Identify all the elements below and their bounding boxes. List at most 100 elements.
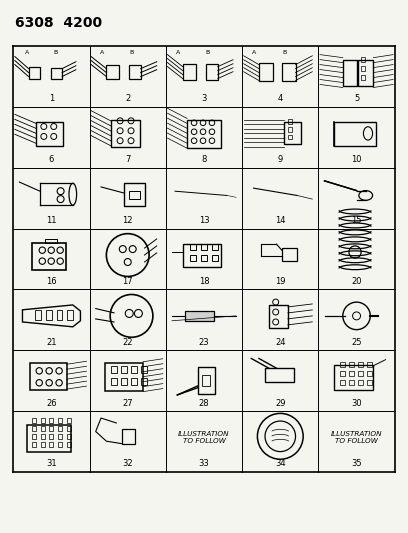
Text: 2: 2 [125,94,130,103]
Bar [358,372,363,376]
Bar [358,380,363,385]
Bar [129,191,140,199]
Text: 19: 19 [275,277,286,286]
Bar [284,123,301,144]
Bar [187,120,221,148]
Text: 4: 4 [278,94,283,103]
Text: 31: 31 [46,459,57,469]
Bar [185,311,214,321]
Bar [334,365,373,390]
Bar [141,378,147,385]
Bar [190,244,196,250]
Bar [129,65,141,79]
Text: 33: 33 [199,459,209,469]
Text: 6: 6 [49,155,54,164]
Text: 25: 25 [351,338,362,347]
Text: A: A [25,50,29,55]
Text: A: A [252,50,257,55]
Text: 35: 35 [351,459,362,469]
Bar [201,255,207,261]
Bar [105,364,143,391]
Bar [131,366,137,373]
Bar [349,372,354,376]
Text: 28: 28 [199,399,209,408]
Bar [67,310,73,320]
Bar [131,378,137,385]
Bar [40,442,44,447]
Bar [57,310,62,320]
Bar [358,60,373,86]
Text: 11: 11 [46,216,57,225]
Bar [46,310,51,320]
Text: B: B [206,50,210,55]
Bar [58,434,62,439]
Bar [183,64,196,80]
Bar [340,362,345,367]
Bar [67,426,71,431]
Bar [361,75,365,80]
Bar [58,426,62,431]
Text: 18: 18 [199,277,209,286]
Bar [67,418,71,423]
Bar [198,367,215,394]
Bar [361,57,365,62]
Text: 10: 10 [351,155,362,164]
Text: 22: 22 [122,338,133,347]
Bar [282,63,295,81]
Bar [58,418,62,423]
Text: 13: 13 [199,216,209,225]
Text: 1: 1 [49,94,54,103]
Text: 7: 7 [125,155,131,164]
Bar [206,64,218,80]
Bar [29,67,40,79]
Bar [367,362,372,367]
Text: 20: 20 [351,277,362,286]
Text: ILLUSTRATION
TO FOLLOW: ILLUSTRATION TO FOLLOW [331,431,382,444]
Bar [349,380,354,385]
Bar [32,243,66,270]
Text: 3: 3 [201,94,207,103]
Bar [183,244,221,267]
Bar [31,442,35,447]
Bar [361,66,365,71]
Bar [35,310,41,320]
Bar [288,119,292,124]
Bar [201,244,207,250]
Bar [49,418,53,423]
Bar [122,429,135,443]
Bar [31,418,35,423]
Bar [190,255,196,261]
Bar [124,183,145,206]
Text: B: B [53,50,58,55]
Text: 24: 24 [275,338,286,347]
Bar [30,364,67,390]
Text: 15: 15 [351,216,362,225]
Text: 23: 23 [199,338,209,347]
Bar [265,368,294,382]
Bar [343,60,357,86]
Bar [367,372,372,376]
Text: 34: 34 [275,459,286,469]
Text: 29: 29 [275,399,286,408]
Bar [212,244,218,250]
Bar [67,434,71,439]
Text: 17: 17 [122,277,133,286]
Text: B: B [129,50,134,55]
Text: 27: 27 [122,399,133,408]
Text: 8: 8 [201,155,207,164]
Text: 14: 14 [275,216,286,225]
Text: A: A [176,50,180,55]
Bar [111,120,140,147]
Bar [340,372,345,376]
Bar [349,362,354,367]
Text: A: A [100,50,104,55]
Bar [288,126,292,132]
Text: 30: 30 [351,399,362,408]
Bar [67,442,71,447]
Bar [58,442,62,447]
Bar [121,378,127,385]
Bar [31,426,35,431]
Bar [111,366,117,373]
Bar [36,123,63,146]
Bar [40,426,44,431]
